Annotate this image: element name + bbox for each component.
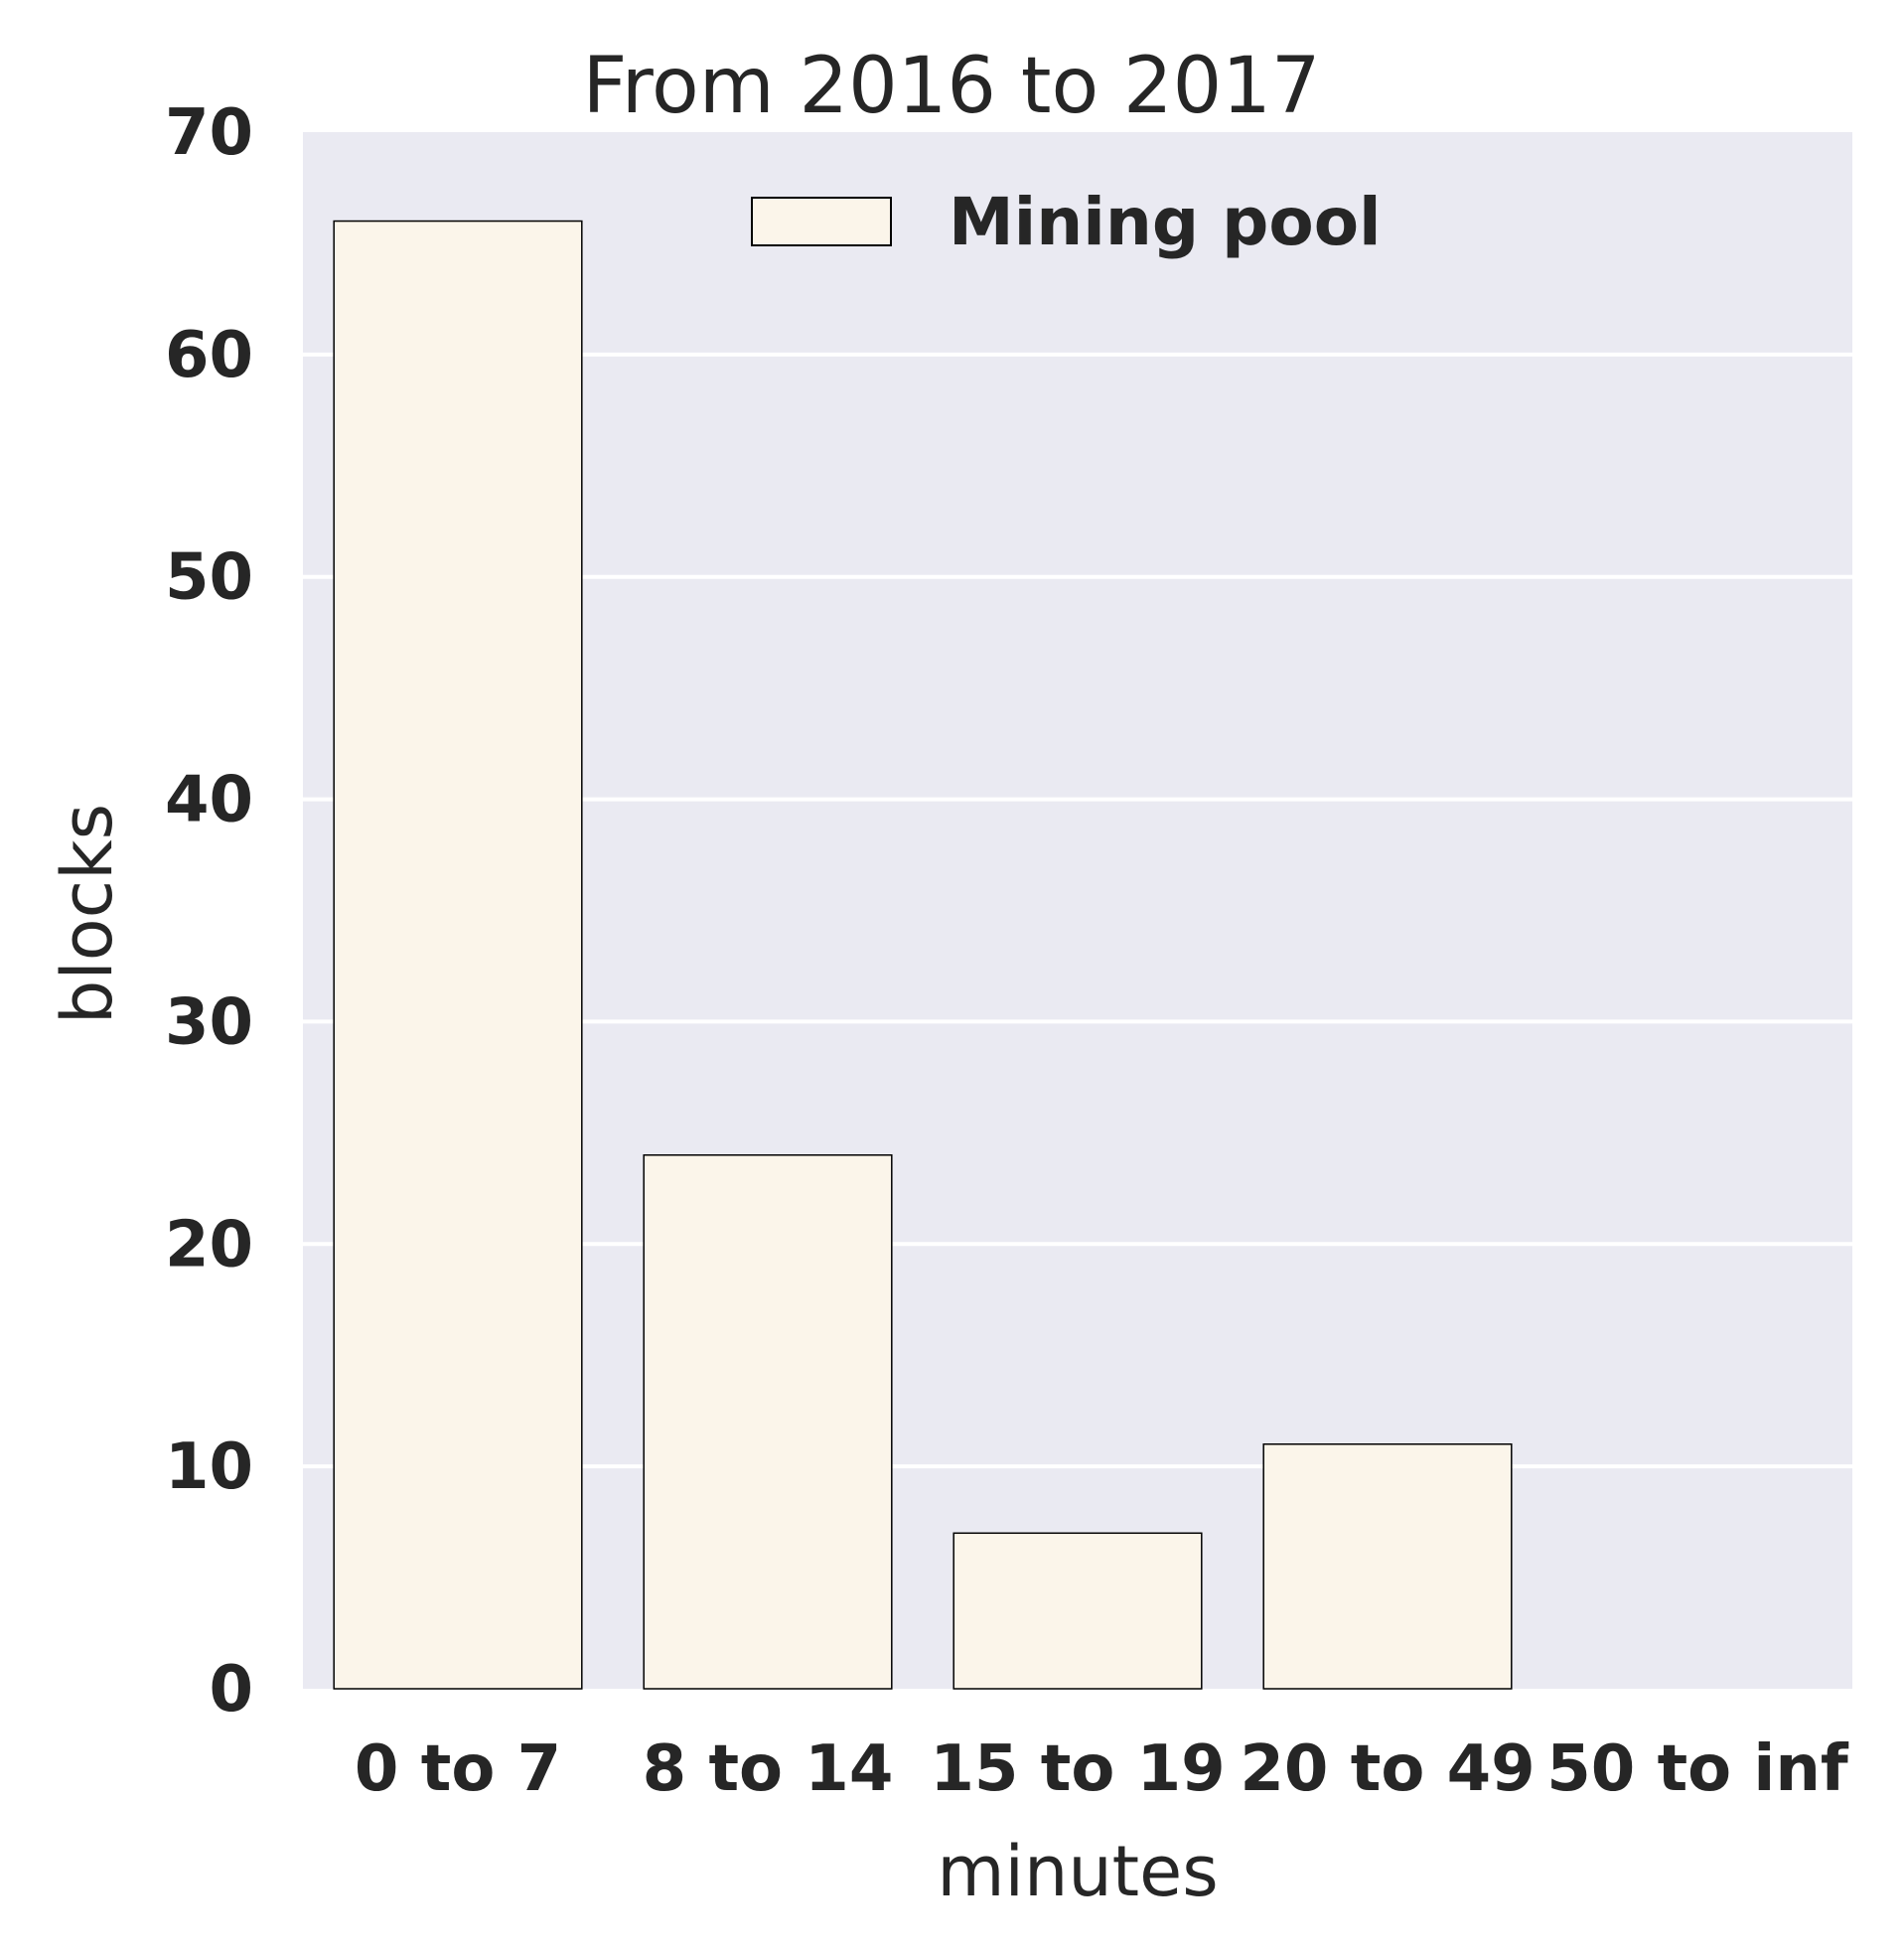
y-tick-label: 0 [209,1653,253,1727]
y-tick-label: 40 [165,764,253,837]
y-tick-label: 50 [165,541,253,615]
x-tick-label: 8 to 14 [643,1732,894,1806]
chart-title: From 2016 to 2017 [583,42,1321,131]
bar [643,1153,893,1690]
legend-label: Mining pool [949,184,1382,260]
legend: Mining pool [751,184,1382,260]
y-tick-labels: 0 10 20 30 40 50 60 70 [165,96,253,1727]
y-tick-label: 30 [165,985,253,1059]
y-axis-label: blocks [47,804,128,1024]
x-tick-label: 50 to inf [1546,1732,1849,1806]
x-tick-label: 20 to 49 [1240,1732,1535,1806]
y-tick-label: 10 [165,1430,253,1504]
legend-swatch [751,197,892,246]
bar [952,1532,1203,1690]
x-tick-label: 15 to 19 [930,1732,1225,1806]
x-tick-label: 0 to 7 [355,1732,561,1806]
bar [1262,1443,1513,1690]
bars [333,220,1513,1690]
y-tick-label: 60 [165,319,253,392]
bar [333,220,583,1690]
x-tick-labels: 0 to 7 8 to 14 15 to 19 20 to 49 50 to inf [355,1732,1849,1806]
x-axis-label: minutes [937,1831,1218,1912]
y-tick-label: 70 [165,96,253,170]
y-tick-label: 20 [165,1208,253,1281]
